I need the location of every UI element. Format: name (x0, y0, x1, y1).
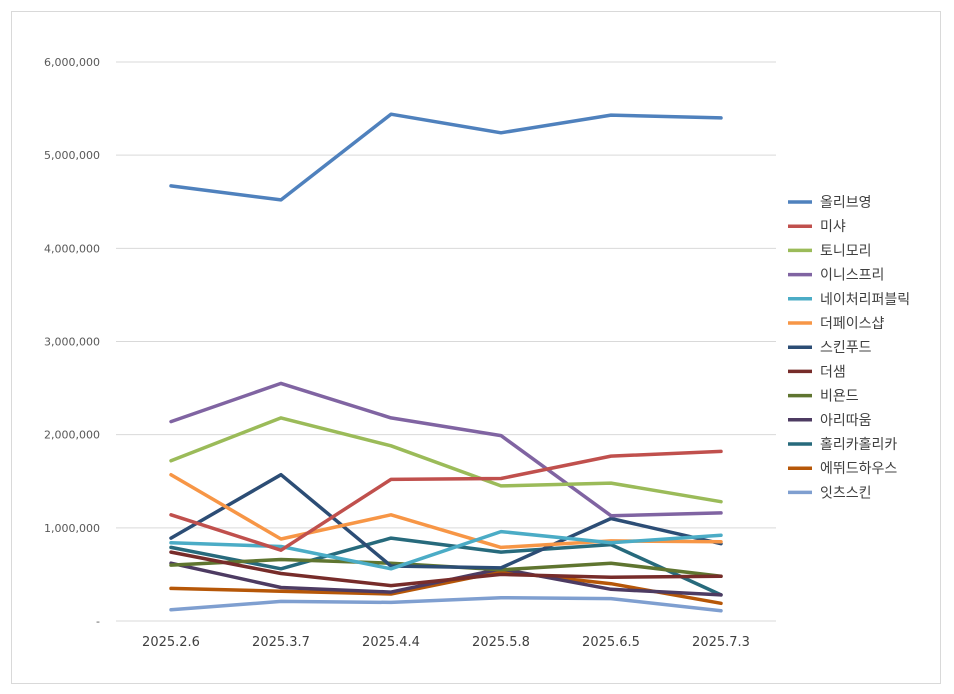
series-line-11 (169, 536, 723, 597)
legend-label: 더페이스샵 (820, 316, 885, 332)
series-line-4 (169, 381, 723, 518)
chart-frame: - 1,000,000 2,000,000 3,000,000 4,000,000 5,0… (11, 11, 941, 684)
legend-label: 더샘 (820, 364, 846, 380)
series-line-6 (169, 472, 723, 550)
y-tick-label: 5,000,000 (44, 149, 100, 162)
legend-item: 네이처리퍼블릭 (788, 292, 910, 308)
series-line-7 (169, 472, 723, 570)
legend-label: 미샤 (820, 219, 846, 235)
series-lines (169, 112, 723, 613)
x-tick-label: 2025.4.4 (362, 635, 420, 650)
x-tick-label: 2025.2.6 (142, 635, 200, 650)
x-tick-label: 2025.6.5 (582, 635, 640, 650)
x-tick-label: 2025.7.3 (692, 635, 750, 650)
legend-item: 홀리카홀리카 (788, 437, 897, 453)
legend-item: 토니모리 (788, 243, 872, 259)
gridlines (116, 61, 776, 622)
legend-item: 스킨푸드 (788, 340, 872, 356)
x-tick-label: 2025.3.7 (252, 635, 310, 650)
series-line-12 (169, 569, 723, 606)
y-tick-label: - (96, 615, 100, 628)
y-tick-label: 3,000,000 (44, 336, 100, 349)
y-axis-ticks: - 1,000,000 2,000,000 3,000,000 4,000,000 5,0… (44, 56, 100, 628)
legend-item: 비욘드 (788, 389, 859, 405)
legend-item: 더페이스샵 (788, 316, 885, 332)
legend-label: 이니스프리 (820, 268, 884, 284)
legend-item: 더샘 (788, 364, 846, 380)
line-chart: - 1,000,000 2,000,000 3,000,000 4,000,000 5,0… (44, 56, 910, 650)
y-tick-label: 2,000,000 (44, 429, 100, 442)
legend-label: 에뛰드하우스 (820, 461, 897, 477)
legend-label: 네이처리퍼블릭 (820, 292, 910, 308)
legend: 올리브영미샤토니모리이니스프리네이처리퍼블릭더페이스샵스킨푸드더샘비욘드아리따움… (788, 195, 910, 501)
legend-label: 비욘드 (820, 389, 859, 405)
legend-item: 미샤 (788, 219, 846, 235)
legend-label: 홀리카홀리카 (820, 437, 897, 453)
series-line-1 (169, 112, 723, 202)
legend-item: 올리브영 (788, 195, 872, 211)
legend-item: 에뛰드하우스 (788, 461, 897, 477)
legend-label: 토니모리 (820, 243, 872, 259)
legend-label: 잇츠스킨 (820, 485, 872, 501)
series-line-8 (169, 550, 723, 588)
x-axis-ticks: 2025.2.6 2025.3.7 2025.4.4 2025.5.8 2025.6.5… (142, 635, 750, 650)
legend-label: 스킨푸드 (820, 340, 872, 356)
y-tick-label: 1,000,000 (44, 522, 100, 535)
legend-label: 아리따움 (820, 413, 872, 429)
y-tick-label: 4,000,000 (44, 242, 100, 255)
legend-item: 잇츠스킨 (788, 485, 872, 501)
series-line-2 (169, 449, 723, 552)
series-line-3 (169, 416, 723, 504)
y-tick-label: 6,000,000 (44, 56, 100, 69)
x-tick-label: 2025.5.8 (472, 635, 530, 650)
legend-label: 올리브영 (820, 195, 872, 211)
legend-item: 이니스프리 (788, 268, 884, 284)
series-line-13 (169, 595, 723, 613)
legend-item: 아리따움 (788, 413, 872, 429)
